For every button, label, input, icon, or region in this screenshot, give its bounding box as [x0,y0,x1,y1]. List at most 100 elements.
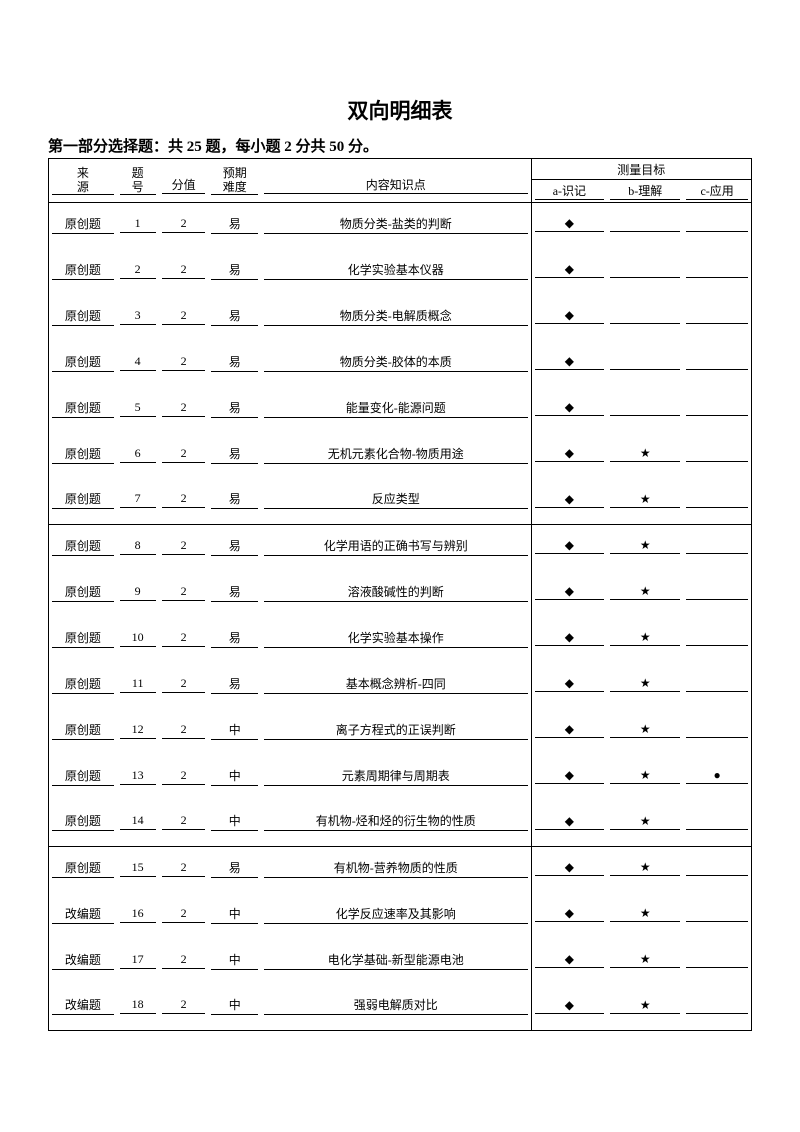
page-title: 双向明细表 [48,95,752,125]
cell-score: 2 [159,893,209,939]
cell-source: 改编题 [49,939,117,985]
table-row: 原创题122中离子方程式的正误判断◆★ [49,709,752,755]
cell-topic: 离子方程式的正误判断 [261,709,531,755]
cell-number: 13 [117,755,159,801]
cell-measure-b: ★ [607,617,683,663]
document-page: 双向明细表 第一部分选择题：共 25 题，每小题 2 分共 50 分。 来源 题… [0,0,800,1071]
header-source: 来源 [49,159,117,203]
cell-measure-b [607,387,683,433]
cell-measure-a: ◆ [531,709,607,755]
cell-measure-b: ★ [607,939,683,985]
cell-topic: 元素周期律与周期表 [261,755,531,801]
table-row: 原创题142中有机物-烃和烃的衍生物的性质◆★ [49,801,752,847]
cell-source: 原创题 [49,801,117,847]
cell-topic: 溶液酸碱性的判断 [261,571,531,617]
cell-topic: 有机物-营养物质的性质 [261,847,531,893]
cell-score: 2 [159,387,209,433]
cell-measure-a: ◆ [531,985,607,1031]
cell-source: 原创题 [49,387,117,433]
cell-measure-a: ◆ [531,939,607,985]
table-row: 改编题182中强弱电解质对比◆★ [49,985,752,1031]
cell-number: 17 [117,939,159,985]
cell-number: 18 [117,985,159,1031]
cell-measure-b: ★ [607,709,683,755]
cell-measure-c [683,295,751,341]
cell-score: 2 [159,847,209,893]
cell-difficulty: 中 [208,709,260,755]
cell-measure-c [683,939,751,985]
cell-measure-c [683,985,751,1031]
cell-source: 原创题 [49,433,117,479]
cell-score: 2 [159,985,209,1031]
cell-source: 原创题 [49,341,117,387]
table-row: 原创题132中元素周期律与周期表◆★● [49,755,752,801]
header-score: 分值 [159,159,209,203]
cell-difficulty: 易 [208,479,260,525]
specification-table: 来源 题号 分值 预期难度 内容知识点 测量目标 [48,158,752,1031]
cell-source: 原创题 [49,571,117,617]
cell-score: 2 [159,341,209,387]
cell-measure-c [683,249,751,295]
cell-score: 2 [159,295,209,341]
cell-score: 2 [159,801,209,847]
cell-measure-b: ★ [607,985,683,1031]
table-row: 原创题12易物质分类-盐类的判断◆ [49,203,752,249]
cell-number: 7 [117,479,159,525]
table-row: 原创题72易反应类型◆★ [49,479,752,525]
cell-measure-b: ★ [607,571,683,617]
cell-number: 15 [117,847,159,893]
cell-score: 2 [159,571,209,617]
cell-difficulty: 易 [208,571,260,617]
cell-score: 2 [159,249,209,295]
cell-measure-a: ◆ [531,479,607,525]
cell-source: 改编题 [49,893,117,939]
cell-topic: 反应类型 [261,479,531,525]
cell-topic: 物质分类-电解质概念 [261,295,531,341]
cell-measure-b [607,203,683,249]
cell-measure-a: ◆ [531,203,607,249]
cell-number: 16 [117,893,159,939]
cell-number: 4 [117,341,159,387]
header-a: a-识记 [531,180,607,203]
cell-measure-b: ★ [607,479,683,525]
cell-measure-a: ◆ [531,525,607,571]
cell-score: 2 [159,203,209,249]
cell-source: 原创题 [49,525,117,571]
cell-measure-c [683,525,751,571]
cell-difficulty: 易 [208,525,260,571]
cell-source: 原创题 [49,295,117,341]
cell-measure-b [607,341,683,387]
cell-measure-a: ◆ [531,387,607,433]
cell-score: 2 [159,479,209,525]
header-topic: 内容知识点 [261,159,531,203]
cell-measure-c [683,847,751,893]
cell-number: 5 [117,387,159,433]
cell-number: 1 [117,203,159,249]
cell-topic: 化学实验基本仪器 [261,249,531,295]
table-row: 原创题62易无机元素化合物-物质用途◆★ [49,433,752,479]
cell-measure-c [683,893,751,939]
header-c: c-应用 [683,180,751,203]
table-row: 原创题112易基本概念辨析-四同◆★ [49,663,752,709]
cell-number: 9 [117,571,159,617]
cell-measure-a: ◆ [531,249,607,295]
cell-measure-a: ◆ [531,663,607,709]
cell-measure-c [683,663,751,709]
cell-difficulty: 易 [208,617,260,663]
cell-difficulty: 易 [208,295,260,341]
table-row: 原创题82易化学用语的正确书写与辨别◆★ [49,525,752,571]
cell-topic: 化学用语的正确书写与辨别 [261,525,531,571]
cell-number: 11 [117,663,159,709]
table-row: 原创题32易物质分类-电解质概念◆ [49,295,752,341]
cell-source: 原创题 [49,249,117,295]
cell-score: 2 [159,939,209,985]
cell-measure-b: ★ [607,755,683,801]
cell-measure-b [607,249,683,295]
cell-score: 2 [159,709,209,755]
cell-topic: 化学反应速率及其影响 [261,893,531,939]
cell-measure-a: ◆ [531,433,607,479]
cell-difficulty: 中 [208,985,260,1031]
cell-source: 原创题 [49,663,117,709]
cell-difficulty: 易 [208,847,260,893]
table-row: 原创题42易物质分类-胶体的本质◆ [49,341,752,387]
